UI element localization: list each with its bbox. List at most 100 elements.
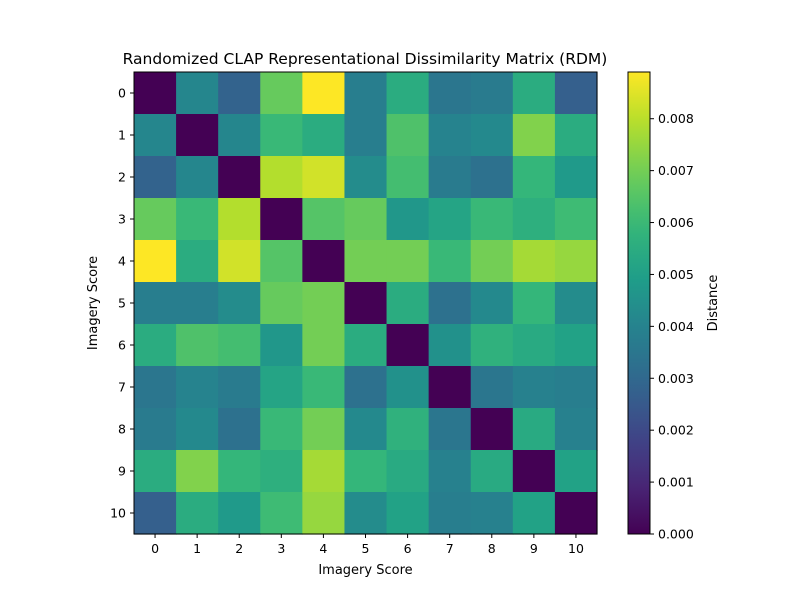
heatmap-cell (302, 282, 346, 325)
heatmap-cell (512, 366, 556, 409)
colorbar-tick-label: 0.007 (658, 163, 694, 178)
heatmap-cell (428, 240, 472, 283)
heatmap-cell (218, 114, 261, 157)
heatmap-cell (344, 156, 388, 199)
heatmap-cell (176, 114, 219, 157)
heatmap-cell (134, 324, 177, 367)
heatmap-cell (428, 366, 472, 409)
heatmap-cell (260, 114, 303, 157)
colorbar-tick-label: 0.001 (658, 475, 694, 490)
heatmap-cell (554, 240, 598, 283)
heatmap-cell (134, 72, 177, 115)
heatmap-cell (134, 450, 177, 493)
heatmap-cell (386, 198, 430, 241)
heatmap-cell (428, 198, 472, 241)
y-tick-label: 8 (118, 422, 126, 437)
heatmap-cell (554, 450, 598, 493)
heatmap-cell (512, 282, 556, 325)
heatmap-cell (218, 450, 261, 493)
heatmap-cell (176, 156, 219, 199)
heatmap-cell (302, 198, 346, 241)
heatmap-cell (218, 156, 261, 199)
heatmap-cell (386, 114, 430, 157)
colorbar-tick-label: 0.005 (658, 267, 694, 282)
x-tick-label: 5 (362, 541, 370, 556)
heatmap-cell (260, 72, 303, 115)
heatmap-cell (134, 156, 177, 199)
colorbar-tick-label: 0.006 (658, 215, 694, 230)
heatmap-cell (176, 72, 219, 115)
colorbar-tick-label: 0.008 (658, 111, 694, 126)
heatmap-cell (302, 114, 346, 157)
heatmap-cell (428, 282, 472, 325)
heatmap-cell (218, 324, 261, 367)
heatmap-cell (218, 282, 261, 325)
y-tick-label: 9 (118, 464, 126, 479)
y-tick-label: 6 (118, 338, 126, 353)
heatmap-cell (428, 492, 472, 535)
heatmap-cell (218, 408, 261, 451)
colorbar-ticks: 0.000 0.001 0.002 0.003 0.004 0.005 0.006 0.007… (650, 111, 694, 542)
heatmap-cell (428, 324, 472, 367)
heatmap-cell (470, 72, 514, 115)
heatmap-cell (260, 450, 303, 493)
heatmap-cell (554, 492, 598, 535)
colorbar-tick-label: 0.004 (658, 319, 694, 334)
heatmap-cell (470, 450, 514, 493)
x-axis-ticks: 0 1 2 3 4 5 6 7 8 9 10 (151, 534, 584, 556)
heatmap-cell (302, 366, 346, 409)
heatmap-cells (134, 72, 598, 535)
heatmap-cell (470, 156, 514, 199)
heatmap-cell (260, 492, 303, 535)
y-tick-label: 0 (118, 86, 126, 101)
x-tick-label: 1 (193, 541, 201, 556)
heatmap-cell (302, 324, 346, 367)
heatmap-cell (218, 366, 261, 409)
x-tick-label: 2 (235, 541, 243, 556)
x-tick-label: 9 (530, 541, 538, 556)
x-tick-label: 7 (446, 541, 454, 556)
heatmap-cell (344, 198, 388, 241)
heatmap-cell (218, 72, 261, 115)
heatmap-cell (344, 492, 388, 535)
heatmap-cell (344, 282, 388, 325)
heatmap-cell (554, 282, 598, 325)
heatmap-cell (470, 282, 514, 325)
y-tick-label: 7 (118, 380, 126, 395)
y-axis-ticks: 0 1 2 3 4 5 6 7 8 9 10 (110, 86, 134, 521)
y-tick-label: 10 (110, 506, 126, 521)
heatmap-cell (134, 282, 177, 325)
y-tick-label: 1 (118, 128, 126, 143)
heatmap-cell (218, 492, 261, 535)
heatmap-cell (260, 240, 303, 283)
heatmap-cell (386, 240, 430, 283)
x-tick-label: 3 (277, 541, 285, 556)
heatmap-cell (302, 72, 346, 115)
heatmap-cell (428, 72, 472, 115)
heatmap-cell (176, 450, 219, 493)
heatmap-cell (134, 198, 177, 241)
heatmap-cell (134, 366, 177, 409)
heatmap-cell (134, 408, 177, 451)
heatmap-cell (386, 366, 430, 409)
heatmap-cell (302, 450, 346, 493)
y-tick-label: 3 (118, 212, 126, 227)
heatmap-cell (386, 156, 430, 199)
heatmap-cell (260, 324, 303, 367)
heatmap-cell (554, 198, 598, 241)
heatmap-cell (302, 156, 346, 199)
heatmap-cell (260, 156, 303, 199)
colorbar-tick-label: 0.002 (658, 423, 694, 438)
heatmap-cell (554, 114, 598, 157)
y-tick-label: 2 (118, 170, 126, 185)
heatmap-cell (554, 408, 598, 451)
heatmap-cell (176, 366, 219, 409)
heatmap-cell (470, 240, 514, 283)
x-tick-label: 8 (488, 541, 496, 556)
x-tick-label: 10 (568, 541, 584, 556)
heatmap-cell (512, 72, 556, 115)
heatmap-cell (554, 72, 598, 115)
heatmap-cell (134, 240, 177, 283)
heatmap-cell (344, 240, 388, 283)
